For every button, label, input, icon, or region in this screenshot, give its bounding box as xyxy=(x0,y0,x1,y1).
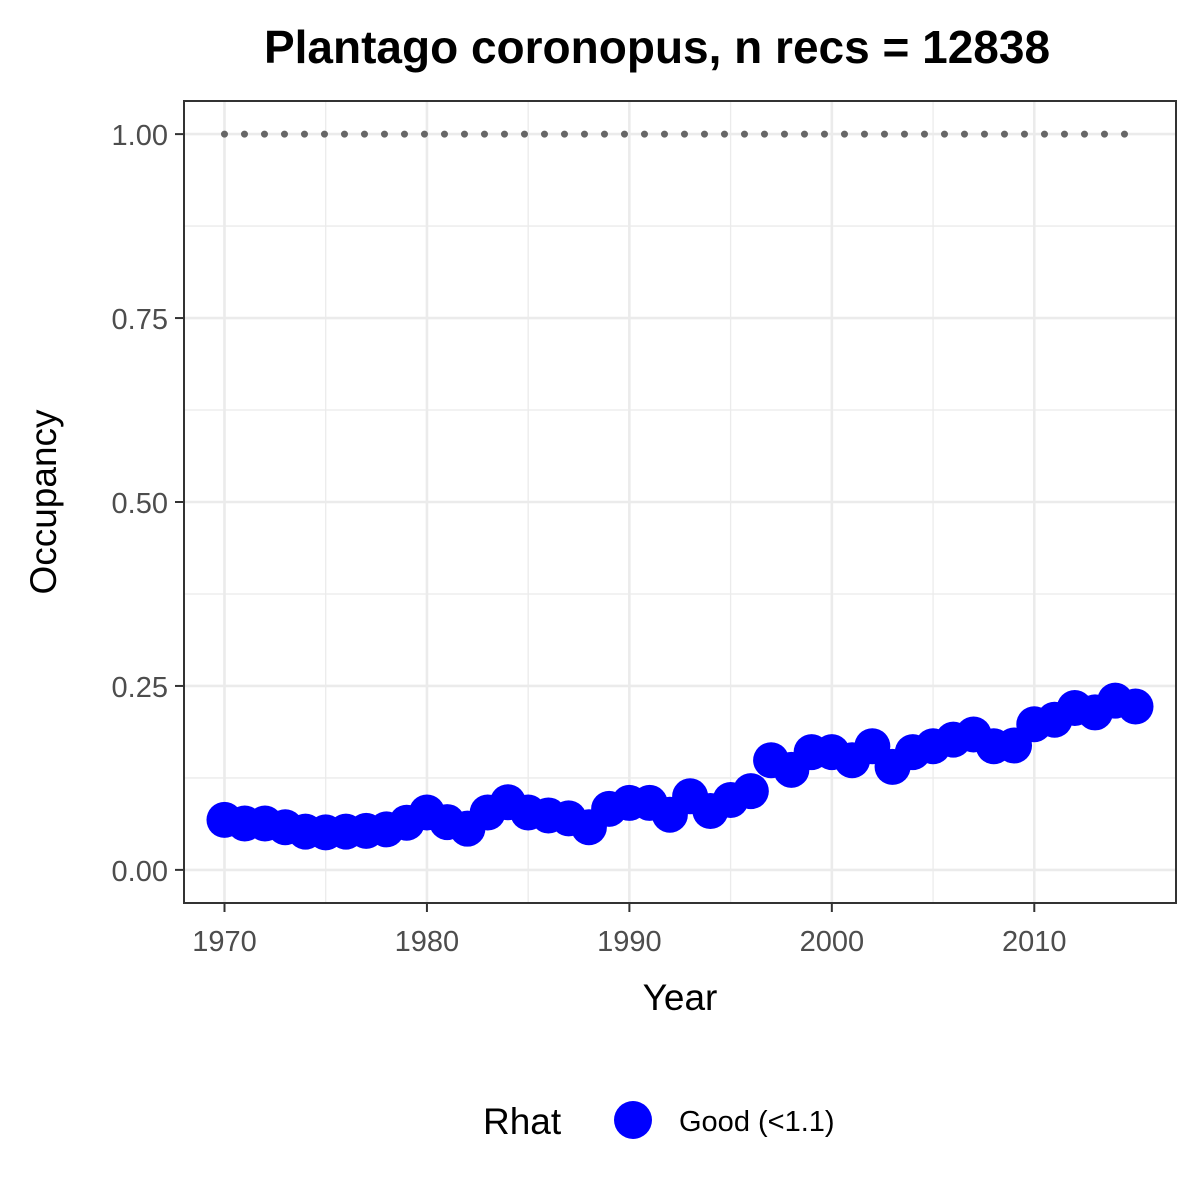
y-tick-label: 0.50 xyxy=(112,488,168,520)
x-axis: 1970 1980 1990 2000 2010 xyxy=(192,903,1067,958)
grid xyxy=(184,101,1176,903)
y-tick-label: 0.75 xyxy=(112,304,168,336)
y-tick-label: 0.00 xyxy=(112,856,168,888)
y-tick-label: 1.00 xyxy=(112,120,168,152)
x-tick-label: 1980 xyxy=(395,926,460,958)
x-tick-label: 2000 xyxy=(800,926,865,958)
chart-title: Plantago coronopus, n recs = 12838 xyxy=(264,21,1050,73)
legend-key-good xyxy=(614,1101,652,1139)
x-tick-label: 2010 xyxy=(1002,926,1067,958)
x-axis-title: Year xyxy=(643,977,718,1018)
legend: Rhat Good (<1.1) xyxy=(483,1101,835,1142)
data-point xyxy=(1117,688,1154,725)
y-axis: 0.00 0.25 0.50 0.75 1.00 xyxy=(112,120,184,888)
legend-label-good: Good (<1.1) xyxy=(679,1106,835,1138)
data-point xyxy=(732,773,769,810)
legend-title: Rhat xyxy=(483,1101,562,1142)
y-axis-title: Occupancy xyxy=(23,409,64,595)
x-tick-label: 1990 xyxy=(597,926,662,958)
y-tick-label: 0.25 xyxy=(112,672,168,704)
data-points xyxy=(206,682,1154,851)
x-tick-label: 1970 xyxy=(192,926,257,958)
